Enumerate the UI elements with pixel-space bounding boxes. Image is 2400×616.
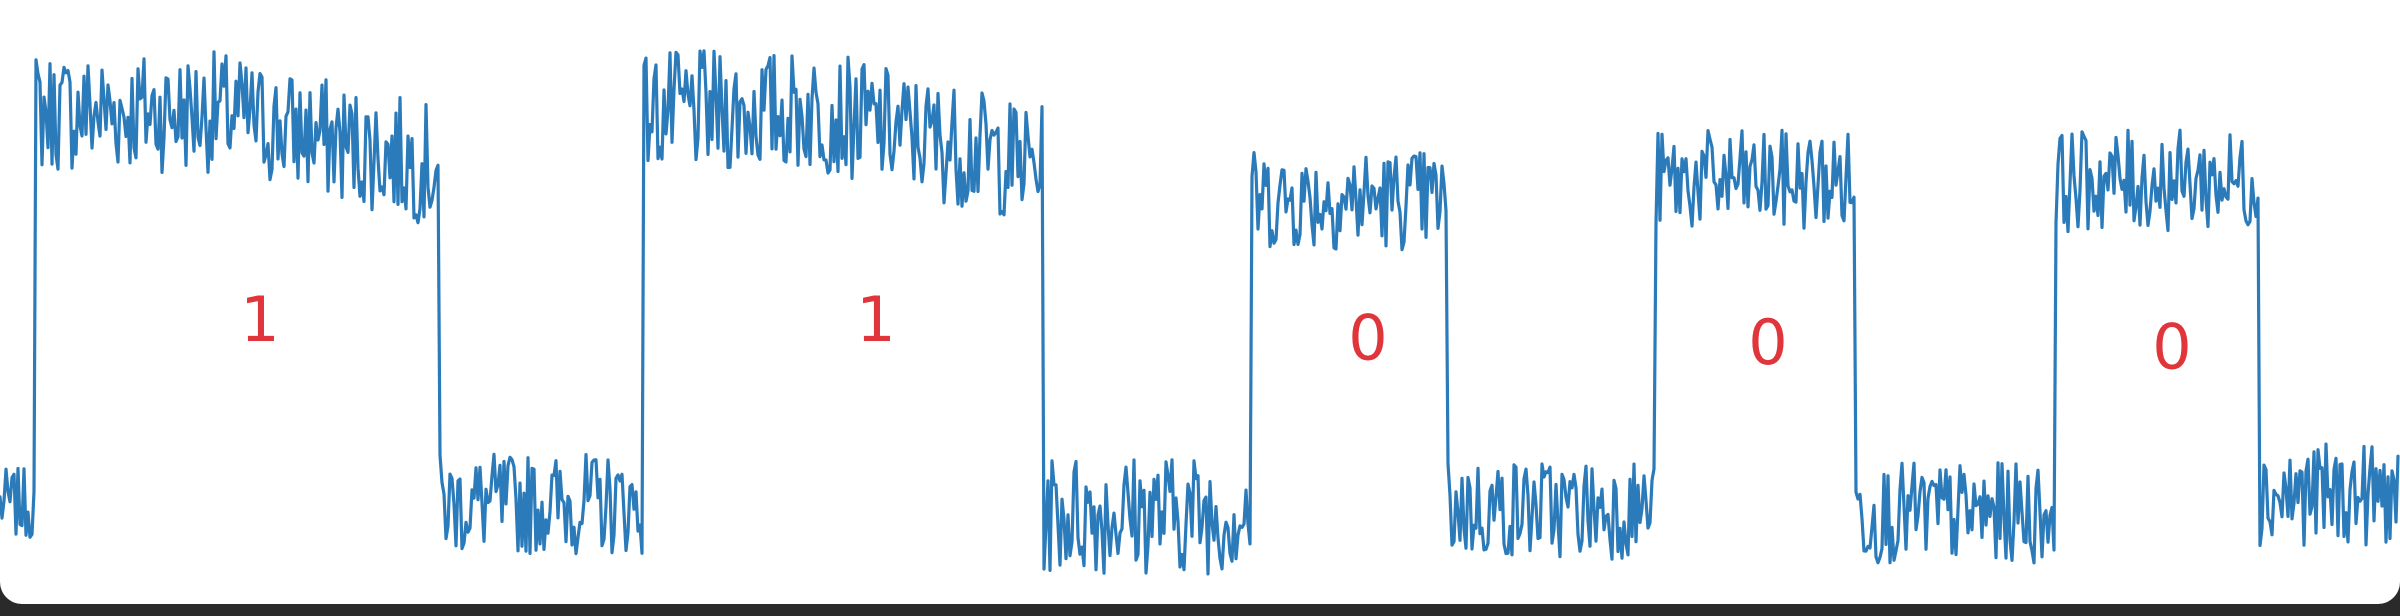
- bit-label-4: 0: [2152, 311, 2191, 384]
- series-layer: [0, 49, 2400, 576]
- bit-label-0: 1: [240, 283, 279, 356]
- bit-label-1: 1: [856, 283, 895, 356]
- series-line-0: [0, 49, 2400, 576]
- bit-label-layer: 1 1 0 0 0: [240, 283, 2191, 384]
- bit-label-2: 0: [1348, 301, 1387, 374]
- bit-label-3: 0: [1748, 306, 1787, 379]
